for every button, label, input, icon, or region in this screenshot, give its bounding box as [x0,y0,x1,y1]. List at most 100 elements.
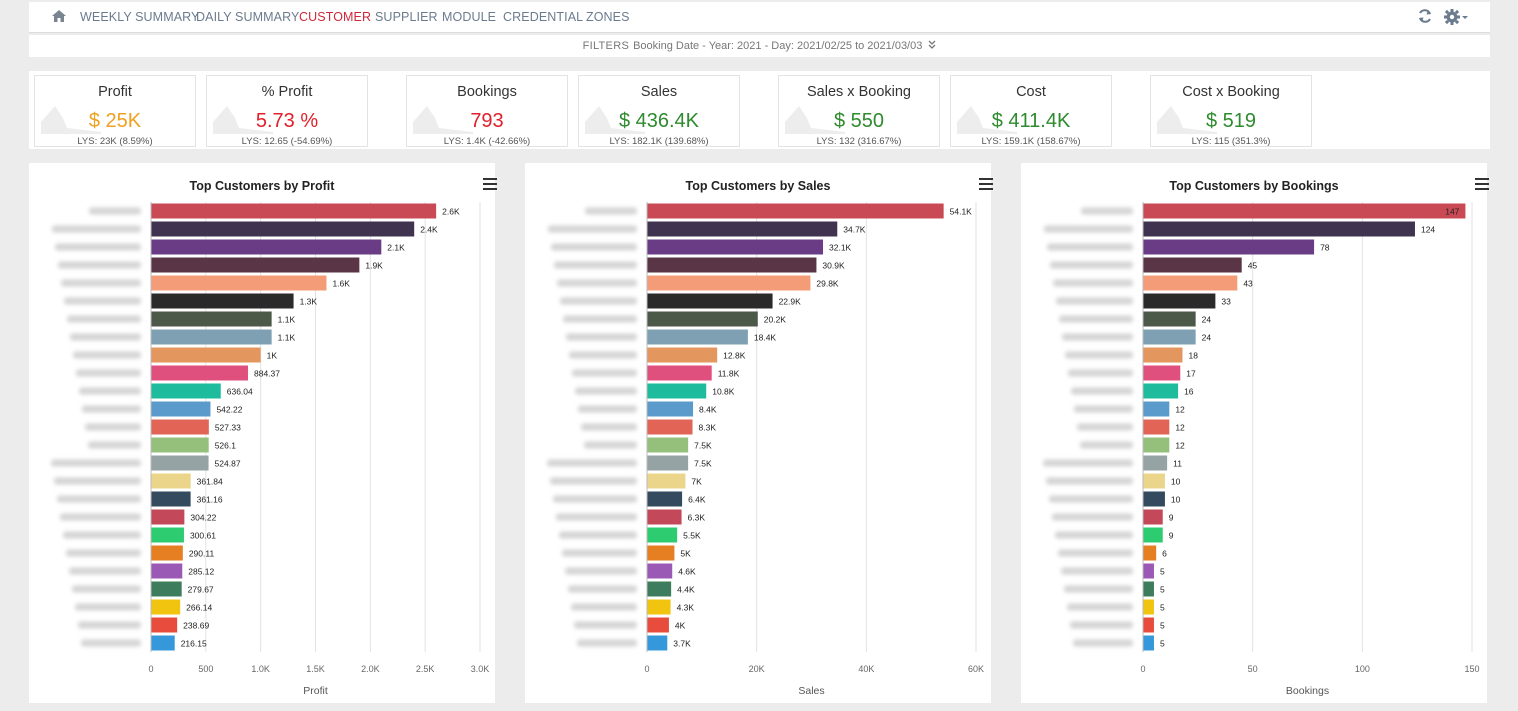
bar[interactable] [1143,581,1154,597]
bar[interactable] [647,419,693,435]
bar[interactable] [1143,383,1179,399]
bar[interactable] [647,617,669,633]
x-tick-label: 20K [749,664,765,674]
bar[interactable] [647,473,686,489]
bar[interactable] [647,275,811,291]
bar[interactable] [647,203,944,219]
bar[interactable] [151,491,191,507]
category-label-redacted [78,621,141,629]
bar[interactable] [647,527,678,543]
bar[interactable] [647,509,682,525]
bar[interactable] [151,527,184,543]
bar[interactable] [1143,509,1163,525]
nav-zones[interactable]: ZONES [586,10,630,24]
nav-weekly-summary[interactable]: WEEKLY SUMMARY [80,10,200,24]
bar[interactable] [647,329,748,345]
bar[interactable] [1143,203,1466,219]
bar[interactable] [1143,527,1163,543]
bar[interactable] [1143,293,1216,309]
bar[interactable] [1143,329,1196,345]
bar[interactable] [1143,401,1170,417]
bar[interactable] [1143,257,1242,273]
bar[interactable] [151,509,185,525]
bar[interactable] [1143,419,1170,435]
x-axis-title: Profit [303,685,328,697]
bar[interactable] [647,239,824,255]
bar[interactable] [151,473,191,489]
bar[interactable] [151,275,327,291]
data-label: 1.6K [332,279,350,289]
bar[interactable] [151,419,209,435]
bar[interactable] [647,581,672,597]
bar[interactable] [151,293,294,309]
bar[interactable] [1143,599,1154,615]
bar[interactable] [151,257,360,273]
kpi-title: Sales [640,84,678,100]
bar[interactable] [647,311,758,327]
bar[interactable] [151,617,178,633]
bar[interactable] [647,455,689,471]
bar[interactable] [1143,563,1154,579]
bar[interactable] [151,599,181,615]
bar[interactable] [151,581,182,597]
refresh-icon[interactable] [1417,8,1433,29]
bar[interactable] [1143,239,1315,255]
bar[interactable] [151,365,248,381]
bar[interactable] [1143,275,1238,291]
bar[interactable] [1143,221,1415,237]
bar[interactable] [647,491,683,507]
bar[interactable] [151,635,175,651]
nav-module[interactable]: MODULE [442,10,497,24]
bar[interactable] [1143,545,1157,561]
nav-credential[interactable]: CREDENTIAL [503,10,584,24]
category-label-redacted [1062,333,1133,341]
bar[interactable] [647,365,712,381]
gear-icon[interactable] [1443,8,1469,31]
chevron-double-down-icon[interactable] [928,40,936,52]
bar[interactable] [151,347,261,363]
bar[interactable] [151,383,221,399]
bar[interactable] [151,239,382,255]
bar[interactable] [647,383,707,399]
category-label-redacted [553,495,637,503]
bar[interactable] [1143,365,1181,381]
bar[interactable] [1143,491,1165,507]
nav-daily-summary[interactable]: DAILY SUMMARY [196,10,300,24]
bar[interactable] [151,455,209,471]
bar[interactable] [151,329,272,345]
bar[interactable] [151,221,415,237]
bar[interactable] [151,545,183,561]
nav-customer[interactable]: CUSTOMER [299,10,372,24]
nav-supplier[interactable]: SUPPLIER [375,10,438,24]
filters-bar[interactable]: FILTERS Booking Date - Year: 2021 - Day: … [29,35,1490,57]
bar[interactable] [647,401,694,417]
bar[interactable] [151,311,272,327]
bar[interactable] [647,545,675,561]
data-label: 3.7K [673,639,691,649]
bar[interactable] [1143,455,1168,471]
bar[interactable] [151,563,183,579]
bar[interactable] [647,599,671,615]
bar[interactable] [151,401,211,417]
bar[interactable] [1143,311,1196,327]
bar[interactable] [151,437,209,453]
bar[interactable] [1143,473,1165,489]
home-icon[interactable] [51,9,67,28]
bar[interactable] [1143,437,1170,453]
data-label: 1K [267,351,278,361]
data-label: 10 [1171,477,1181,487]
bar[interactable] [647,293,773,309]
category-label-redacted [584,441,637,449]
bar[interactable] [647,635,668,651]
bar[interactable] [647,257,817,273]
bar[interactable] [647,347,718,363]
bar[interactable] [647,221,838,237]
bar[interactable] [1143,347,1183,363]
data-label: 54.1K [950,207,973,217]
bar[interactable] [647,437,689,453]
category-label-redacted [551,243,637,251]
bar[interactable] [1143,617,1154,633]
bar[interactable] [1143,635,1154,651]
bar[interactable] [647,563,673,579]
bar[interactable] [151,203,437,219]
